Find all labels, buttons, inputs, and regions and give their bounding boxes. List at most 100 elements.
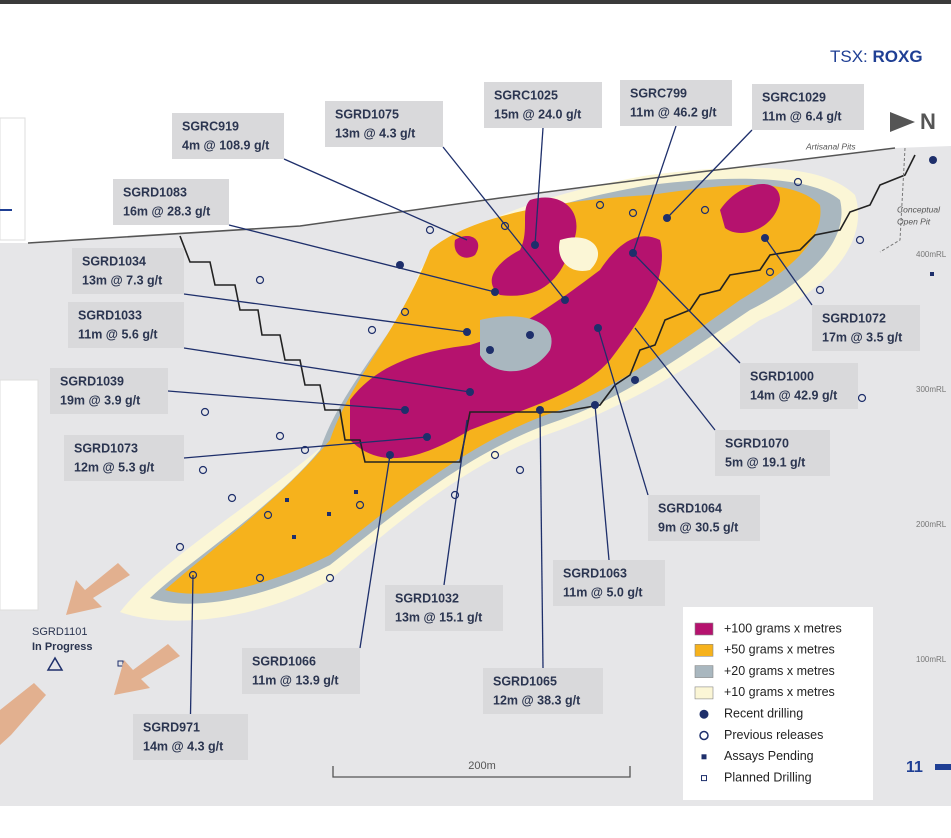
elevation: 300mRL <box>916 385 947 394</box>
leader-line <box>443 419 468 586</box>
intercept: 9m @ 30.5 g/t <box>658 520 739 534</box>
legend-swatch <box>694 622 714 636</box>
leader-line <box>167 390 406 411</box>
legend-symbol <box>701 754 707 760</box>
hole-id: SGRD1033 <box>78 308 142 322</box>
page-number: 11 <box>906 759 923 776</box>
legend-symbol <box>701 775 707 782</box>
callout-box <box>68 302 184 348</box>
elevation: 200mRL <box>916 520 947 529</box>
intercept: 5m @ 19.1 g/t <box>725 455 806 469</box>
leader-line <box>442 146 566 301</box>
leader-line <box>183 293 468 333</box>
callout-box <box>50 368 168 414</box>
hole-id: SGRD1032 <box>395 591 459 605</box>
intercept: 13m @ 4.3 g/t <box>335 126 416 140</box>
callout-box <box>385 585 503 631</box>
callout-box <box>242 648 360 694</box>
hole-id: SGRD1073 <box>74 441 138 455</box>
callout-box <box>484 82 602 128</box>
intercept: 16m @ 28.3 g/t <box>123 204 211 218</box>
callout-box <box>752 84 864 130</box>
open-pit-label: Open Pit <box>897 216 931 226</box>
leader-line <box>632 252 741 364</box>
hole-id: SGRD1065 <box>493 674 557 688</box>
legend-label: Previous releases <box>724 728 823 742</box>
leader-line <box>189 574 194 715</box>
callout-box <box>812 305 920 351</box>
scale-label: 200m <box>468 760 496 772</box>
hole-id: SGRD1064 <box>658 501 722 515</box>
open-pit-label: Conceptual <box>897 204 941 214</box>
leader-line <box>534 127 544 246</box>
scale-bar <box>332 766 631 778</box>
callout-box <box>172 113 284 159</box>
hole-id: SGRD1000 <box>750 369 814 383</box>
legend-label: +100 grams x metres <box>724 621 842 635</box>
pit-outline <box>879 147 906 253</box>
legend-label: +20 grams x metres <box>724 664 835 678</box>
callout-box <box>325 101 443 147</box>
leader-line <box>764 237 813 306</box>
legend-label: Assays Pending <box>724 749 814 763</box>
intercept: 13m @ 7.3 g/t <box>82 273 163 287</box>
intercept: 11m @ 13.9 g/t <box>252 673 339 687</box>
legend-label: Recent drilling <box>724 706 803 720</box>
leader-line <box>228 224 496 293</box>
zone-100 <box>720 183 780 233</box>
legend-label: +10 grams x metres <box>724 685 835 699</box>
top-bar <box>0 0 951 4</box>
hole-id: SGRC1025 <box>494 88 558 102</box>
callout-box <box>648 495 760 541</box>
side-panel <box>0 379 39 611</box>
legend <box>683 607 873 800</box>
hole-id: SGRD1066 <box>252 654 316 668</box>
hole-id: SGRD1039 <box>60 374 124 388</box>
hole-status: In Progress <box>32 641 93 653</box>
callout-box <box>553 560 665 606</box>
hole-id: SGRD1075 <box>335 107 399 121</box>
callout-box <box>64 435 184 481</box>
intercept: 14m @ 4.3 g/t <box>143 739 224 753</box>
hole-id: SGRD1034 <box>82 254 146 268</box>
callout-box <box>113 179 229 225</box>
north-label: N <box>920 109 936 134</box>
page-bar <box>935 764 951 770</box>
ticker: TSX: ROXG <box>830 47 923 66</box>
intercept: 14m @ 42.9 g/t <box>750 388 838 402</box>
hole-id: SGRC1029 <box>762 90 826 104</box>
legend-label: Planned Drilling <box>724 770 812 784</box>
intercept: 4m @ 108.9 g/t <box>182 138 270 152</box>
intercept: 15m @ 24.0 g/t <box>494 107 582 121</box>
leader-line <box>666 129 753 219</box>
legend-symbol <box>699 730 709 741</box>
leader-line <box>183 347 471 393</box>
zone-100 <box>454 235 479 258</box>
pit-shell <box>179 154 916 463</box>
leader-line <box>183 436 428 459</box>
legend-swatch <box>694 643 714 657</box>
hole-id: SGRD1083 <box>123 185 187 199</box>
hole-id: SGRD1070 <box>725 436 789 450</box>
intercept: 11m @ 46.2 g/t <box>630 105 717 119</box>
hole-id: SGRD971 <box>143 720 200 734</box>
intercept: 12m @ 38.3 g/t <box>493 693 581 707</box>
ticker-symbol: ROXG <box>873 47 923 66</box>
legend-swatch <box>694 686 714 700</box>
hole-id: SGRD1063 <box>563 566 627 580</box>
callout-box <box>715 430 830 476</box>
direction-arrows <box>0 563 180 745</box>
elevation: 100mRL <box>916 655 947 664</box>
intercept: 17m @ 3.5 g/t <box>822 330 903 344</box>
callout-box <box>133 714 248 760</box>
legend-swatch <box>694 665 714 678</box>
leader-line <box>539 409 544 669</box>
leader-line <box>359 454 391 649</box>
leader-line <box>283 158 468 241</box>
legend-symbol <box>699 709 709 719</box>
assays-pending <box>285 272 934 539</box>
zone-20 <box>480 316 552 372</box>
leader-line <box>597 327 649 496</box>
callout-box <box>483 668 603 714</box>
